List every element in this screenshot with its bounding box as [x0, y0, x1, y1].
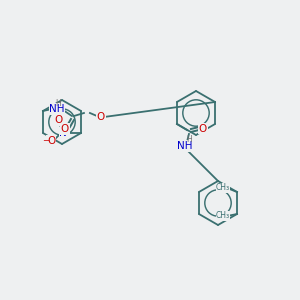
Text: H: H — [55, 98, 61, 107]
Text: −: − — [43, 136, 50, 146]
Text: O: O — [47, 136, 55, 146]
Text: NH: NH — [49, 104, 65, 114]
Text: +: + — [63, 126, 69, 132]
Text: O: O — [54, 115, 62, 125]
Text: O: O — [199, 124, 207, 134]
Text: N: N — [59, 128, 67, 138]
Text: O: O — [61, 124, 69, 134]
Text: O: O — [97, 112, 105, 122]
Text: H: H — [186, 136, 192, 145]
Text: CH₃: CH₃ — [216, 184, 230, 193]
Text: CH₃: CH₃ — [216, 212, 230, 220]
Text: NH: NH — [177, 141, 193, 151]
